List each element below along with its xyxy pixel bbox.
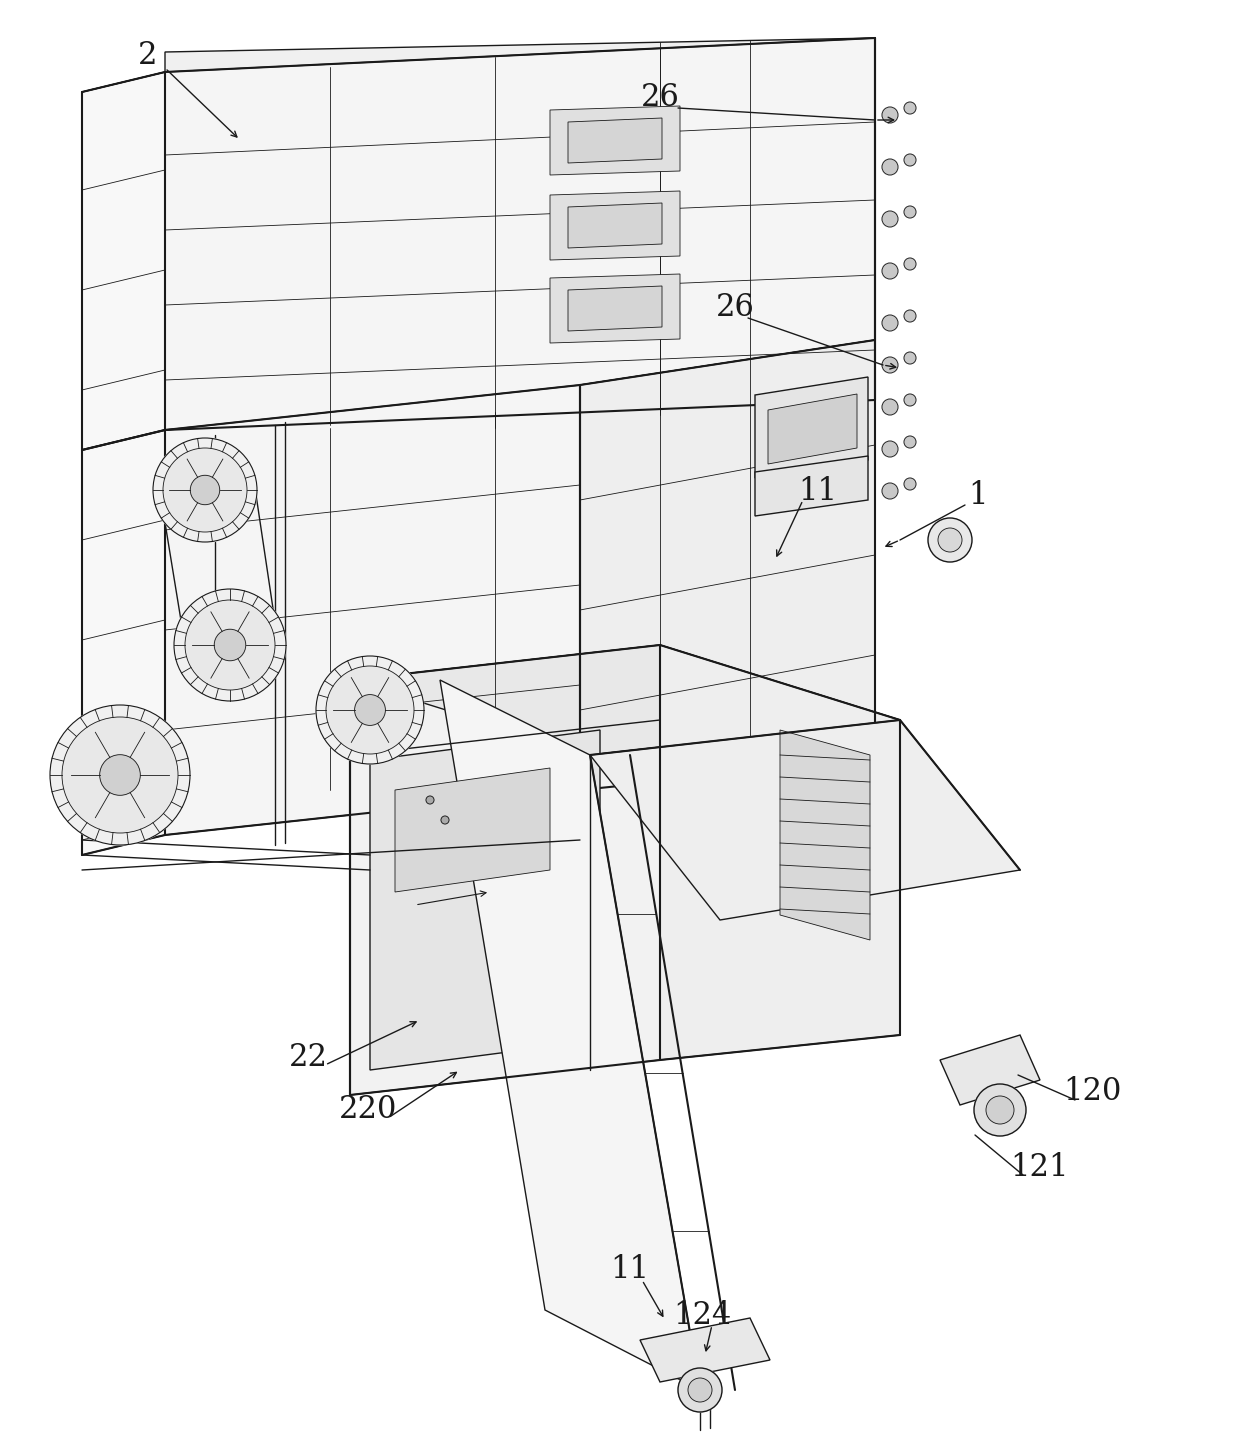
Circle shape — [99, 755, 140, 795]
Circle shape — [928, 518, 972, 563]
Circle shape — [882, 211, 898, 227]
Circle shape — [882, 484, 898, 499]
Circle shape — [904, 436, 916, 448]
Circle shape — [190, 475, 219, 505]
Circle shape — [904, 154, 916, 166]
Circle shape — [937, 528, 962, 552]
Polygon shape — [350, 644, 660, 1095]
Text: 121: 121 — [1011, 1152, 1069, 1184]
Circle shape — [62, 718, 179, 832]
Polygon shape — [551, 274, 680, 343]
Polygon shape — [660, 644, 900, 1060]
Polygon shape — [768, 395, 857, 464]
Circle shape — [973, 1083, 1025, 1137]
Polygon shape — [350, 644, 900, 755]
Circle shape — [882, 108, 898, 123]
Circle shape — [986, 1096, 1014, 1124]
Circle shape — [904, 352, 916, 364]
Polygon shape — [370, 730, 600, 1071]
Polygon shape — [551, 191, 680, 260]
Polygon shape — [440, 680, 701, 1391]
Circle shape — [326, 666, 414, 753]
Circle shape — [882, 357, 898, 373]
Text: 2: 2 — [138, 40, 157, 70]
Polygon shape — [780, 730, 870, 940]
Polygon shape — [396, 768, 551, 893]
Polygon shape — [551, 106, 680, 175]
Circle shape — [882, 316, 898, 331]
Polygon shape — [940, 1035, 1040, 1105]
Circle shape — [688, 1378, 712, 1402]
Polygon shape — [568, 286, 662, 331]
Text: 220: 220 — [339, 1095, 397, 1125]
Text: 11: 11 — [610, 1254, 650, 1286]
Circle shape — [882, 441, 898, 456]
Polygon shape — [590, 720, 1021, 920]
Circle shape — [316, 656, 424, 763]
Circle shape — [162, 448, 247, 532]
Circle shape — [50, 705, 190, 845]
Text: 124: 124 — [673, 1300, 732, 1332]
Text: 1: 1 — [968, 479, 988, 511]
Circle shape — [882, 399, 898, 415]
Circle shape — [904, 258, 916, 270]
Circle shape — [904, 395, 916, 406]
Polygon shape — [580, 340, 875, 405]
Polygon shape — [165, 385, 580, 835]
Circle shape — [904, 207, 916, 218]
Text: 26: 26 — [641, 82, 680, 113]
Polygon shape — [755, 377, 868, 478]
Circle shape — [882, 159, 898, 175]
Circle shape — [185, 600, 275, 690]
Text: 22: 22 — [289, 1042, 327, 1073]
Circle shape — [882, 263, 898, 278]
Circle shape — [174, 588, 286, 702]
Circle shape — [153, 438, 257, 542]
Circle shape — [427, 796, 434, 804]
Circle shape — [904, 478, 916, 489]
Polygon shape — [165, 37, 875, 430]
Circle shape — [904, 102, 916, 113]
Polygon shape — [640, 1317, 770, 1382]
Circle shape — [215, 630, 246, 660]
Text: 120: 120 — [1063, 1076, 1121, 1108]
Polygon shape — [580, 37, 875, 791]
Circle shape — [678, 1368, 722, 1412]
Polygon shape — [755, 456, 868, 517]
Polygon shape — [568, 202, 662, 248]
Text: 26: 26 — [715, 293, 754, 323]
Circle shape — [904, 310, 916, 321]
Polygon shape — [82, 72, 165, 451]
Text: 11: 11 — [799, 476, 837, 508]
Polygon shape — [82, 430, 165, 855]
Circle shape — [355, 695, 386, 726]
Polygon shape — [165, 37, 875, 77]
Polygon shape — [568, 118, 662, 164]
Circle shape — [441, 817, 449, 824]
